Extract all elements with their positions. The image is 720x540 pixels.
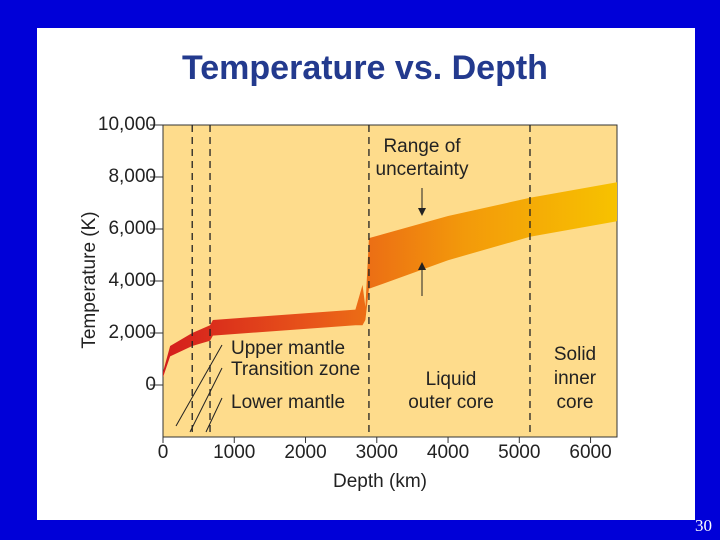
annotation: outer core (408, 392, 494, 413)
y-tick-label: 2,000 (108, 322, 156, 343)
x-tick-label: 4000 (427, 442, 469, 463)
annotation: Transition zone (231, 359, 360, 380)
annotation: Lower mantle (231, 392, 345, 413)
annotation: Upper mantle (231, 338, 345, 359)
chart-title: Temperature vs. Depth (182, 49, 548, 87)
x-tick-label: 2000 (284, 442, 326, 463)
annotation: core (557, 392, 594, 413)
x-tick-label: 0 (158, 442, 169, 463)
leader-line (189, 367, 223, 433)
annotation: Solid (554, 344, 596, 365)
y-tick-label: 4,000 (108, 270, 156, 291)
y-tick-label: 8,000 (108, 166, 156, 187)
leader-line (205, 397, 223, 433)
y-tick-label: 10,000 (98, 114, 156, 135)
x-tick-label: 5000 (498, 442, 540, 463)
temperature-band (163, 182, 617, 378)
y-tick-label: 0 (145, 374, 156, 395)
leader-line (175, 344, 223, 427)
y-axis-label: Temperature (K) (79, 211, 100, 348)
x-axis-label: Depth (km) (333, 471, 427, 492)
annotation: uncertainty (376, 159, 469, 180)
x-tick-label: 6000 (569, 442, 611, 463)
annotation: Liquid (426, 369, 477, 390)
page-number: 30 (695, 516, 712, 535)
annotation: inner (554, 368, 597, 389)
y-tick-label: 6,000 (108, 218, 156, 239)
annotation: Range of (383, 136, 461, 157)
x-tick-label: 1000 (213, 442, 255, 463)
x-tick-label: 3000 (356, 442, 398, 463)
